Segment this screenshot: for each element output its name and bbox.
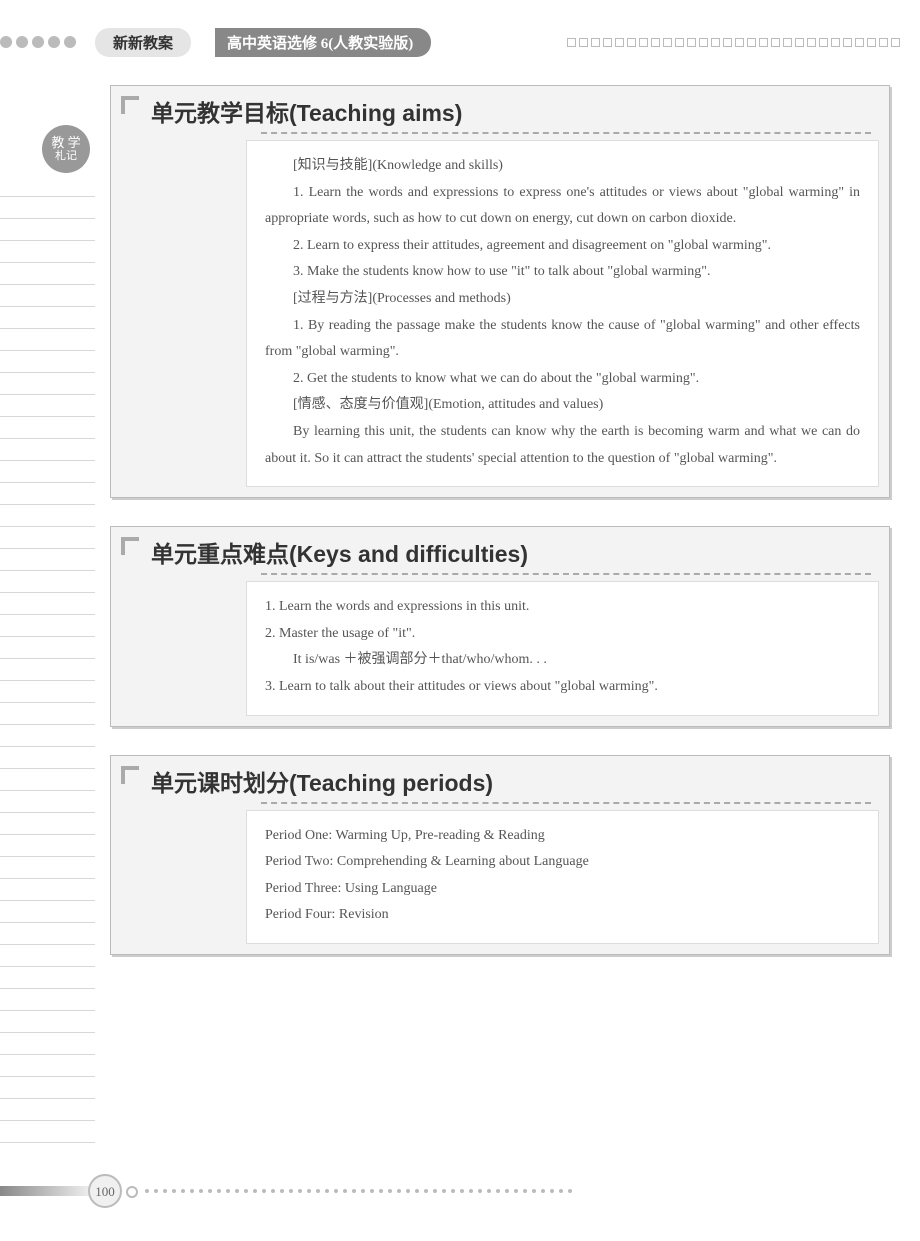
circle-decoration (126, 1186, 138, 1198)
section: 单元重点难点(Keys and difficulties) 1. Learn th… (110, 526, 890, 726)
squares-decoration (567, 38, 900, 47)
footer: 100 (0, 1171, 920, 1221)
section: 单元课时划分(Teaching periods) Period One: Warm… (110, 755, 890, 955)
side-badge-line1: 教 学 (42, 135, 90, 151)
header-subtitle: 高中英语选修 6(人教实验版) (215, 28, 431, 57)
body-line: 2. Learn to express their attitudes, agr… (265, 233, 860, 260)
dashed-divider (261, 132, 871, 134)
body-line: Period One: Warming Up, Pre-reading & Re… (265, 823, 860, 850)
body-line: [过程与方法](Processes and methods) (265, 286, 860, 313)
body-line: Period Three: Using Language (265, 876, 860, 903)
dots-decoration (0, 36, 76, 48)
body-line: 2. Get the students to know what we can … (265, 366, 860, 393)
section-body: 1. Learn the words and expressions in th… (246, 581, 879, 715)
dashed-divider (261, 573, 871, 575)
side-badge-line2: 札记 (42, 150, 90, 163)
body-line: 1. Learn the words and expressions to ex… (265, 180, 860, 233)
body-line: [知识与技能](Knowledge and skills) (265, 153, 860, 180)
dashed-divider (261, 802, 871, 804)
header-bar: 新新教案 高中英语选修 6(人教实验版) (0, 28, 920, 58)
dots-trail (145, 1189, 572, 1193)
ruled-lines (0, 175, 95, 1161)
corner-icon (121, 766, 139, 784)
body-line: By learning this unit, the students can … (265, 419, 860, 472)
body-line: 1. Learn the words and expressions in th… (265, 594, 860, 621)
content-area: 单元教学目标(Teaching aims) [知识与技能](Knowledge a… (110, 85, 890, 983)
section-title: 单元重点难点(Keys and difficulties) (111, 527, 889, 573)
corner-icon (121, 537, 139, 555)
section-body: Period One: Warming Up, Pre-reading & Re… (246, 810, 879, 944)
body-line: It is/was ＋被强调部分＋that/who/whom. . . (265, 647, 860, 674)
section-title: 单元课时划分(Teaching periods) (111, 756, 889, 802)
body-line: [情感、态度与价值观](Emotion, attitudes and value… (265, 392, 860, 419)
body-line: 1. By reading the passage make the stude… (265, 313, 860, 366)
body-line: Period Two: Comprehending & Learning abo… (265, 849, 860, 876)
header-title: 新新教案 (95, 28, 191, 57)
page-number: 100 (88, 1174, 122, 1208)
section-body: [知识与技能](Knowledge and skills)1. Learn th… (246, 140, 879, 487)
side-badge: 教 学 札记 (42, 125, 90, 173)
body-line: Period Four: Revision (265, 902, 860, 929)
body-line: 3. Learn to talk about their attitudes o… (265, 674, 860, 701)
gradient-bar (0, 1186, 90, 1196)
corner-icon (121, 96, 139, 114)
body-line: 3. Make the students know how to use "it… (265, 259, 860, 286)
section: 单元教学目标(Teaching aims) [知识与技能](Knowledge a… (110, 85, 890, 498)
body-line: 2. Master the usage of "it". (265, 621, 860, 648)
section-title: 单元教学目标(Teaching aims) (111, 86, 889, 132)
